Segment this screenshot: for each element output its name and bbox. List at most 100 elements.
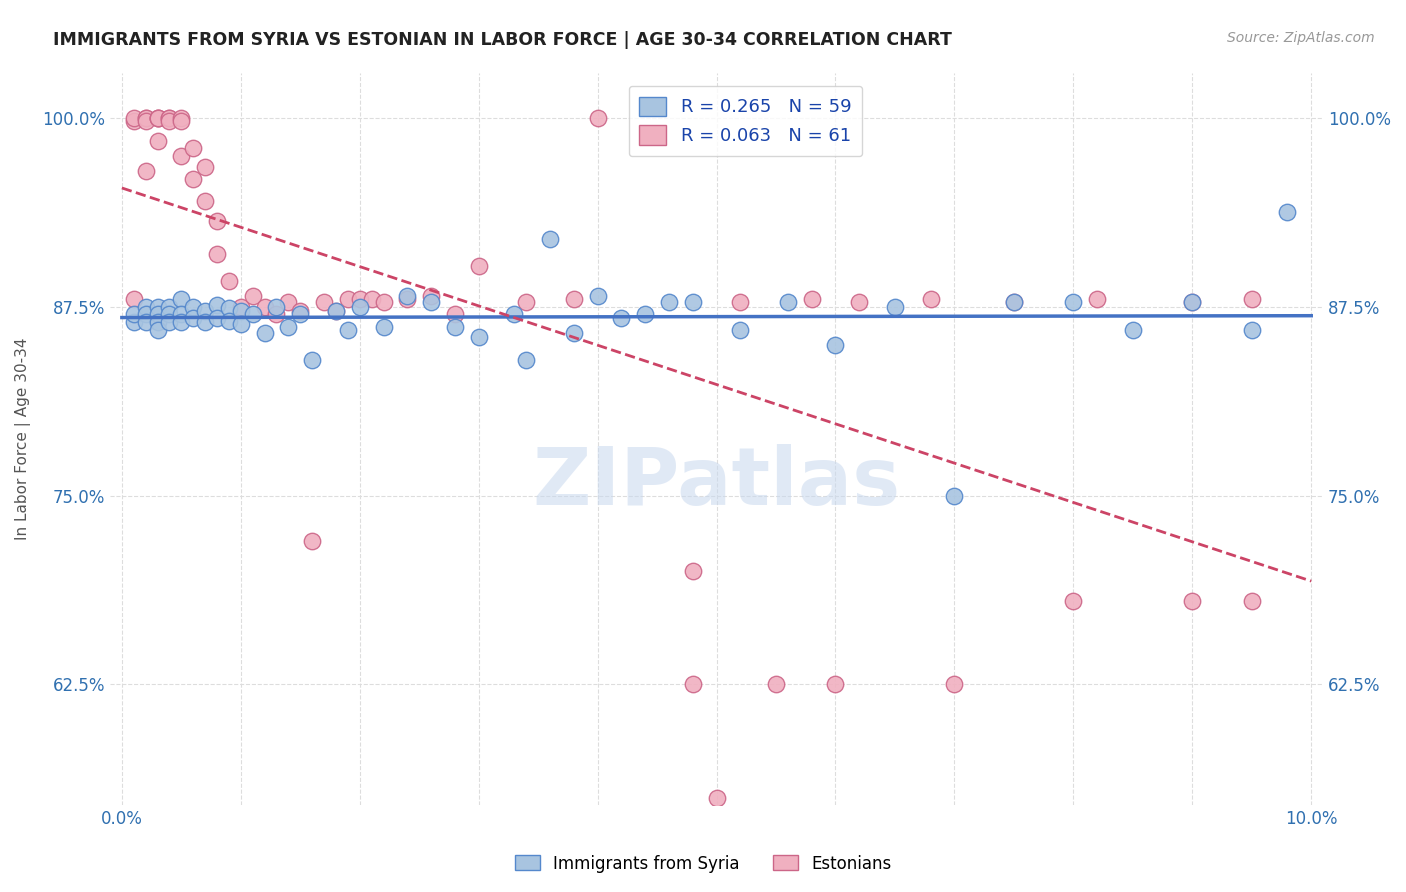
Point bbox=[360, 293, 382, 307]
Point bbox=[277, 319, 299, 334]
Point bbox=[1240, 322, 1263, 336]
Point bbox=[218, 274, 240, 288]
Point bbox=[146, 322, 169, 336]
Point bbox=[277, 295, 299, 310]
Point bbox=[135, 315, 157, 329]
Point bbox=[1002, 295, 1025, 310]
Point bbox=[1181, 295, 1204, 310]
Text: ZIPatlas: ZIPatlas bbox=[533, 444, 901, 522]
Point bbox=[170, 293, 193, 307]
Point bbox=[420, 289, 443, 303]
Point bbox=[135, 164, 157, 178]
Point bbox=[229, 317, 252, 331]
Point bbox=[301, 533, 323, 548]
Point bbox=[194, 160, 217, 174]
Point bbox=[146, 112, 169, 126]
Point bbox=[634, 308, 657, 322]
Point bbox=[194, 315, 217, 329]
Point bbox=[467, 259, 489, 273]
Point bbox=[444, 319, 467, 334]
Text: Source: ZipAtlas.com: Source: ZipAtlas.com bbox=[1227, 31, 1375, 45]
Point bbox=[181, 310, 204, 325]
Point bbox=[122, 112, 145, 126]
Point bbox=[562, 293, 585, 307]
Point bbox=[146, 300, 169, 314]
Point bbox=[1002, 295, 1025, 310]
Point bbox=[800, 293, 823, 307]
Point bbox=[824, 677, 846, 691]
Point bbox=[266, 308, 288, 322]
Point bbox=[325, 304, 347, 318]
Point bbox=[229, 304, 252, 318]
Point bbox=[135, 308, 157, 322]
Point bbox=[135, 112, 157, 126]
Point bbox=[159, 308, 181, 322]
Point bbox=[848, 295, 870, 310]
Point bbox=[730, 322, 752, 336]
Point bbox=[159, 112, 181, 126]
Point bbox=[373, 319, 395, 334]
Point bbox=[170, 149, 193, 163]
Point bbox=[170, 315, 193, 329]
Point bbox=[920, 293, 942, 307]
Point bbox=[682, 677, 704, 691]
Point bbox=[312, 295, 335, 310]
Point bbox=[170, 114, 193, 128]
Point bbox=[159, 112, 181, 126]
Point bbox=[1085, 293, 1108, 307]
Point bbox=[159, 300, 181, 314]
Point bbox=[205, 247, 228, 261]
Point bbox=[586, 289, 609, 303]
Point bbox=[146, 308, 169, 322]
Point bbox=[146, 134, 169, 148]
Point bbox=[253, 300, 276, 314]
Point bbox=[146, 315, 169, 329]
Point bbox=[586, 112, 609, 126]
Point bbox=[1062, 295, 1084, 310]
Point bbox=[776, 295, 799, 310]
Point bbox=[1240, 293, 1263, 307]
Point bbox=[396, 289, 419, 303]
Point bbox=[373, 295, 395, 310]
Point bbox=[146, 112, 169, 126]
Point bbox=[205, 310, 228, 325]
Point bbox=[610, 310, 633, 325]
Point bbox=[515, 352, 537, 367]
Point bbox=[706, 790, 728, 805]
Point bbox=[242, 308, 264, 322]
Point bbox=[159, 315, 181, 329]
Point bbox=[562, 326, 585, 340]
Point bbox=[194, 194, 217, 209]
Point bbox=[218, 301, 240, 316]
Point bbox=[205, 298, 228, 312]
Y-axis label: In Labor Force | Age 30-34: In Labor Force | Age 30-34 bbox=[15, 338, 31, 541]
Legend: R = 0.265   N = 59, R = 0.063   N = 61: R = 0.265 N = 59, R = 0.063 N = 61 bbox=[628, 86, 862, 156]
Point bbox=[135, 114, 157, 128]
Point bbox=[194, 304, 217, 318]
Point bbox=[181, 141, 204, 155]
Point bbox=[253, 326, 276, 340]
Text: IMMIGRANTS FROM SYRIA VS ESTONIAN IN LABOR FORCE | AGE 30-34 CORRELATION CHART: IMMIGRANTS FROM SYRIA VS ESTONIAN IN LAB… bbox=[53, 31, 952, 49]
Point bbox=[824, 337, 846, 351]
Point bbox=[170, 308, 193, 322]
Point bbox=[538, 232, 561, 246]
Point bbox=[159, 114, 181, 128]
Point bbox=[1240, 594, 1263, 608]
Point bbox=[349, 300, 371, 314]
Point bbox=[266, 300, 288, 314]
Point bbox=[765, 677, 787, 691]
Legend: Immigrants from Syria, Estonians: Immigrants from Syria, Estonians bbox=[508, 848, 898, 880]
Point bbox=[122, 315, 145, 329]
Point bbox=[135, 112, 157, 126]
Point bbox=[1062, 594, 1084, 608]
Point bbox=[1277, 205, 1299, 219]
Point bbox=[730, 295, 752, 310]
Point bbox=[943, 677, 966, 691]
Point bbox=[170, 112, 193, 126]
Point bbox=[301, 352, 323, 367]
Point bbox=[181, 300, 204, 314]
Point bbox=[682, 564, 704, 578]
Point bbox=[205, 214, 228, 228]
Point bbox=[122, 293, 145, 307]
Point bbox=[503, 308, 526, 322]
